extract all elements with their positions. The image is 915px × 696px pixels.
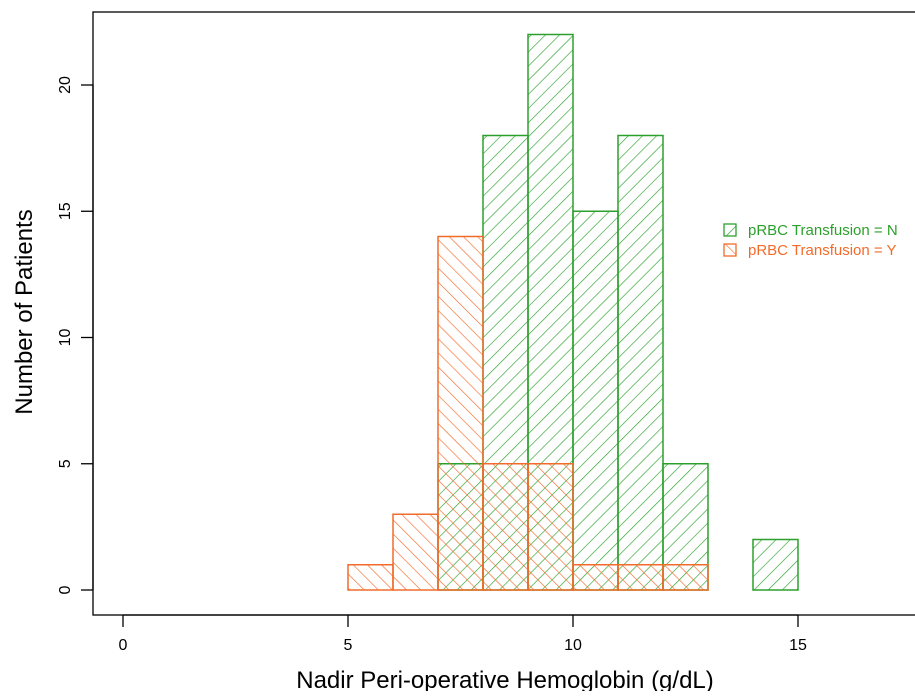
histogram-bar <box>572 210 619 591</box>
axes-layer: 0 5 10 15 0 5 10 15 20 <box>57 76 807 654</box>
bars-layer <box>347 33 799 591</box>
y-tick-label: 15 <box>57 202 74 220</box>
x-tick-label: 0 <box>119 637 128 654</box>
y-tick-label: 0 <box>57 585 74 594</box>
histogram-bar <box>392 513 439 591</box>
y-axis-label: Number of Patients <box>11 209 38 414</box>
series-transfusion-y <box>347 235 709 591</box>
x-axis-label: Nadir Peri-operative Hemoglobin (g/dL) <box>296 667 714 691</box>
y-tick-label: 10 <box>57 329 74 347</box>
x-tick-label: 5 <box>344 637 353 654</box>
histogram-bar <box>482 463 529 591</box>
x-tick-label: 15 <box>789 637 807 654</box>
histogram-bar <box>572 564 619 591</box>
histogram-bar <box>617 134 664 591</box>
legend-label: pRBC Transfusion = Y <box>748 242 897 259</box>
histogram-bar <box>437 235 484 591</box>
histogram-bar <box>617 564 664 591</box>
y-tick-label: 5 <box>57 459 74 468</box>
histogram-bar <box>752 538 799 591</box>
histogram-bar <box>662 564 709 591</box>
legend: pRBC Transfusion = N pRBC Transfusion = Y <box>723 222 898 259</box>
legend-label: pRBC Transfusion = N <box>748 222 898 239</box>
legend-swatch <box>723 243 737 257</box>
histogram-bar <box>527 463 574 591</box>
legend-swatch <box>723 223 737 237</box>
x-tick-label: 10 <box>564 637 582 654</box>
y-tick-label: 20 <box>57 76 74 94</box>
histogram-bar <box>347 564 394 591</box>
